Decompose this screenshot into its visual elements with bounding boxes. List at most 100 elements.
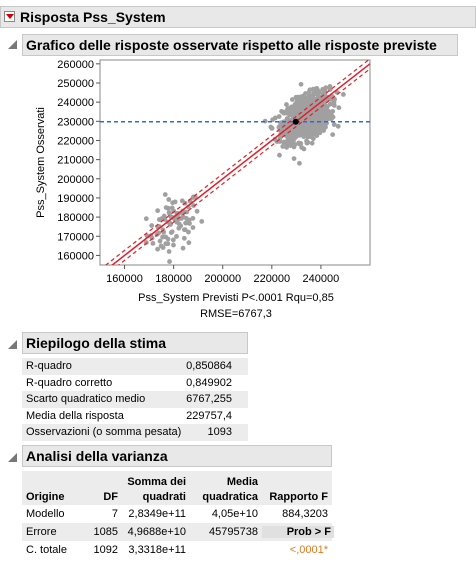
data-point [327,101,333,107]
data-point [293,128,299,133]
data-point [284,102,289,107]
data-point [281,139,287,145]
data-point [289,109,294,115]
data-point [296,113,302,118]
anova-cell-f: <,0001* [289,544,328,556]
y-tick-label: 190000 [57,193,94,205]
data-point [297,132,303,138]
collapse-summary-icon[interactable] [8,340,17,349]
data-point [330,132,336,138]
data-point [310,101,316,107]
summary-label: Media della risposta [26,409,124,422]
confidence-upper [104,60,370,265]
x-axis-label: Pss_System Previsti P<.0001 Rqu=0,85 [138,292,334,304]
data-point [310,117,316,122]
y-tick-label: 250000 [57,78,94,90]
summary-value: 229757,4 [186,409,232,422]
data-point [309,140,315,146]
data-point [143,216,149,222]
data-point [186,229,191,235]
data-point [171,242,176,248]
data-point [301,97,307,102]
data-point [170,237,176,243]
data-point [291,156,297,161]
anova-header-bg [22,471,332,505]
data-point [305,134,311,140]
data-point [280,144,286,149]
summary-value: 0,850864 [186,360,232,372]
fit-line [111,63,370,265]
data-point [272,115,278,121]
data-point [321,109,327,114]
anova-cell-ss: 4,9688e+10 [127,526,186,538]
summary-label: Osservazioni (o somma pesata) [26,426,182,438]
x-tick-label: 240000 [303,273,340,285]
data-point [163,205,169,211]
x-tick-label: 200000 [204,273,241,285]
data-point [156,217,162,222]
anova-header-ss2: quadrati [142,491,186,503]
anova-header-ss1: Somma dei [127,476,186,488]
anova-title: Analisi della varianza [26,448,168,464]
y-tick-label: 180000 [57,212,94,224]
report-title: Risposta Pss_System [20,9,166,25]
summary-value: 6767,255 [186,393,232,405]
summary-row-bg [22,424,248,441]
data-point [305,140,311,145]
plot-section-header [22,34,458,56]
data-point [320,115,326,121]
data-point [340,92,346,97]
data-point [306,121,312,127]
data-point [331,122,337,127]
data-point [292,142,298,147]
data-point [180,245,186,251]
data-point [194,208,200,214]
summary-label: R-quadro [26,360,72,372]
data-point [323,85,329,91]
data-point [178,223,184,229]
data-point [162,192,168,197]
data-point [186,240,192,246]
data-point [149,223,155,228]
y-tick-label: 230000 [57,116,94,128]
x-tick-label: 180000 [155,273,192,285]
x-tick-label: 160000 [106,273,143,285]
data-point [190,215,196,221]
anova-cell-df: 7 [111,508,118,520]
data-point [287,136,293,142]
data-point [166,209,172,215]
data-point [305,98,310,103]
data-point [315,92,321,98]
data-point [313,111,319,117]
plot-title: Grafico delle risposte osservate rispett… [26,37,437,53]
anova-cell-f: 884,3203 [282,508,328,520]
data-point [191,203,196,208]
data-point [181,235,187,241]
x-axis-label-rmse: RMSE=6767,3 [200,308,272,320]
y-tick-label: 240000 [57,97,94,109]
data-point [182,227,187,233]
data-point [312,128,318,134]
scatter-plot: 160000 170000 180000 190000 200000 210000 2200… [35,59,371,285]
collapse-anova-icon[interactable] [8,453,17,462]
data-point [166,249,172,254]
summary-title: Riepilogo della stima [26,335,167,351]
data-point [313,88,319,94]
data-point [293,102,299,108]
data-point [322,104,328,110]
anova-cell-df: 1092 [93,544,118,556]
anova-cell-df: 1085 [93,526,118,538]
anova-cell-origine: Errore [26,526,57,538]
data-point [321,90,327,96]
data-point [165,241,171,247]
data-point [316,122,322,127]
collapse-plot-icon[interactable] [8,40,17,49]
red-triangle-menu-icon[interactable] [4,11,15,22]
data-point [297,160,302,166]
data-point [281,110,287,116]
data-point [276,114,282,119]
anova-section-header [22,445,332,467]
summary-label: Scarto quadratico medio [26,393,146,405]
anova-cell-origine: Modello [26,508,65,520]
summary-label: R-quadro corretto [26,376,113,389]
